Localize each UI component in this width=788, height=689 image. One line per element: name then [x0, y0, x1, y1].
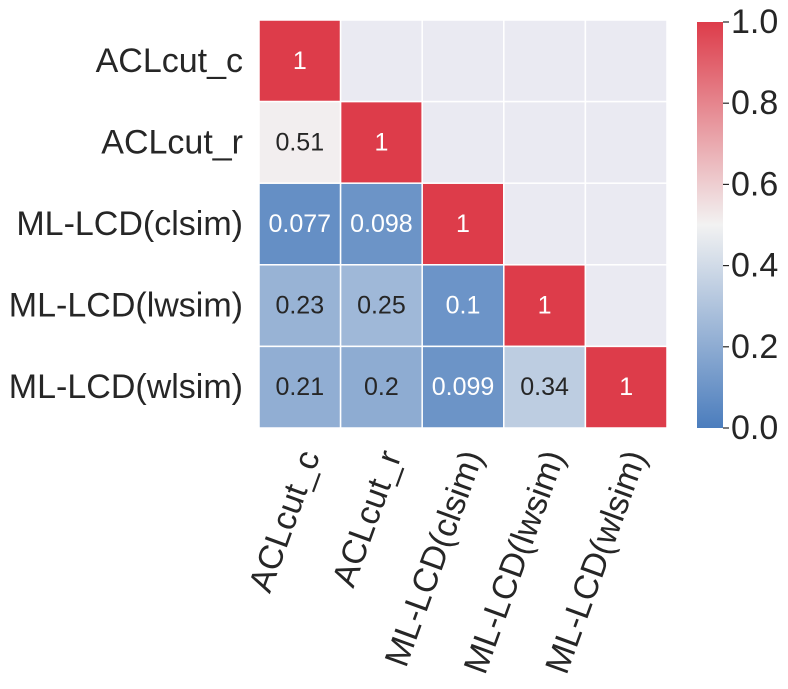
cell-value-label: 0.34: [520, 373, 569, 401]
cell-value-label: 0.077: [269, 210, 332, 238]
heatmap-cell: [503, 345, 587, 429]
heatmap-cell-masked: [503, 19, 587, 103]
heatmap-area: 1 0.51 1 0.077 0.098 1 0.23 0.25 0.1 1 0.21 0.2 0.09…: [258, 19, 668, 429]
x-tick-label: ACLcut_r: [325, 446, 409, 592]
heatmap-cell: [258, 345, 342, 429]
colorbar-gradient: [697, 22, 723, 428]
x-tick-label: ACLcut_c: [242, 446, 328, 598]
cell-value-label: 0.21: [275, 373, 324, 401]
y-axis-labels: ACLcut_c ACLcut_r ML-LCD(clsim) ML-LCD(lwsi…: [9, 42, 243, 406]
heatmap-cell-masked: [584, 182, 668, 266]
heatmap-cell-masked: [584, 100, 668, 184]
cell-value-label: 1: [293, 47, 307, 75]
cell-value-label: 0.099: [432, 373, 495, 401]
heatmap-cell-masked: [584, 264, 668, 348]
y-tick-label: ML-LCD(wlsim): [9, 368, 243, 406]
heatmap-cell: [339, 100, 423, 184]
heatmap-cell-masked: [421, 19, 505, 103]
colorbar-tick-label: 0.2: [731, 328, 778, 366]
colorbar-tick-label: 0.0: [731, 409, 778, 447]
heatmap-cell-masked: [421, 100, 505, 184]
heatmap-cell-masked: [503, 100, 587, 184]
cell-value-label: 1: [374, 128, 388, 156]
cell-value-label: 1: [619, 373, 633, 401]
x-axis-labels: ACLcut_cACLcut_rML-LCD(clsim)ML-LCD(lwsi…: [242, 446, 655, 679]
heatmap-cell: [339, 264, 423, 348]
heatmap-cell: [503, 264, 587, 348]
cell-value-label: 0.1: [446, 292, 481, 320]
heatmap-cell: [258, 100, 342, 184]
y-tick-label: ACLcut_r: [101, 123, 243, 161]
heatmap-cell: [339, 345, 423, 429]
heatmap-cell: [421, 264, 505, 348]
colorbar-tick-label: 1.0: [731, 3, 778, 41]
colorbar-tick-label: 0.4: [731, 247, 778, 285]
heatmap-cell-masked: [503, 182, 587, 266]
cell-value-label: 1: [456, 210, 470, 238]
heatmap-cell: [258, 19, 342, 103]
y-tick-label: ML-LCD(lwsim): [9, 287, 243, 325]
y-tick-label: ML-LCD(clsim): [16, 205, 243, 243]
heatmap-cell: [584, 345, 668, 429]
heatmap-cell-masked: [584, 19, 668, 103]
cell-value-label: 0.25: [357, 292, 406, 320]
cell-value-label: 1: [538, 292, 552, 320]
colorbar-tick-label: 0.8: [731, 84, 778, 122]
colorbar: 0.0 0.2 0.4 0.6 0.8 1.0: [697, 3, 778, 447]
heatmap-cell: [421, 345, 505, 429]
y-tick-label: ACLcut_c: [96, 42, 243, 80]
colorbar-tick-label: 0.6: [731, 165, 778, 203]
cell-value-label: 0.098: [350, 210, 413, 238]
cell-value-label: 0.2: [364, 373, 399, 401]
cell-value-label: 0.23: [275, 292, 324, 320]
cell-value-label: 0.51: [275, 128, 324, 156]
heatmap-cell-masked: [339, 19, 423, 103]
